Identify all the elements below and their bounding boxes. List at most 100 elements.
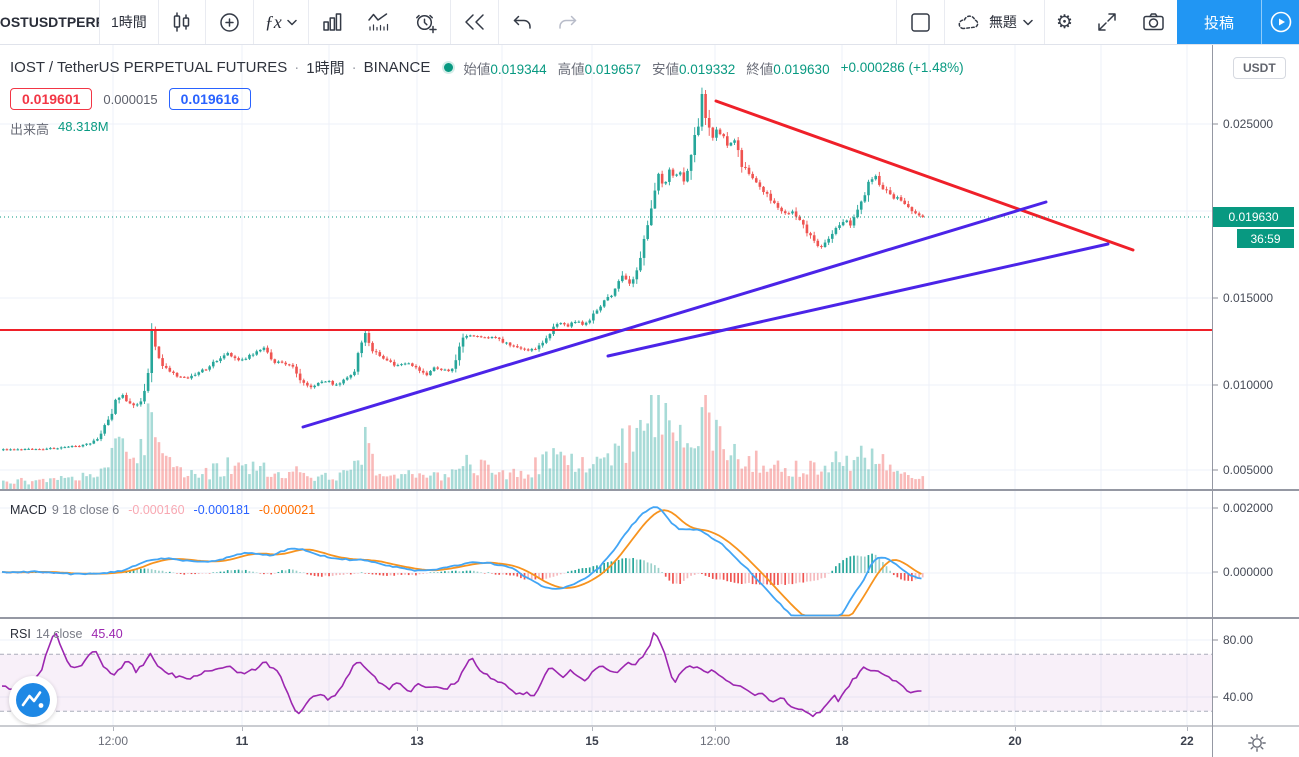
tradingview-logo-icon xyxy=(16,683,50,717)
publish-button[interactable]: 投稿 xyxy=(1176,0,1261,44)
toolbar-right-group: 無題 ⚙︎ 投稿 xyxy=(895,0,1299,44)
macd-signal-value: -0.000021 xyxy=(258,503,316,517)
toolbar-separator xyxy=(307,0,309,44)
ohlc-low-value: 0.019332 xyxy=(678,61,736,77)
redo-button[interactable] xyxy=(545,0,591,44)
bar-countdown-label: 36:59 xyxy=(1237,229,1294,248)
time-tick-label: 12:00 xyxy=(97,734,129,748)
compare-plus-icon xyxy=(220,12,239,32)
time-tick-label: 22 xyxy=(1180,734,1194,748)
ohlc-values: 始値0.019344 高値0.019657 安値0.019332 終値0.019630 xyxy=(463,58,829,78)
ohlc-pair: 終値0.019630 xyxy=(746,58,829,78)
legend-separator: · xyxy=(294,59,300,76)
chart-style-button[interactable] xyxy=(159,0,205,44)
play-circle-icon xyxy=(1270,11,1291,33)
time-tick-mark xyxy=(1015,727,1016,731)
volume-value: 48.318M xyxy=(58,119,109,134)
rsi-params: 14 close xyxy=(35,627,83,641)
rsi-legend: RSI 14 close 45.40 xyxy=(10,627,123,641)
fullscreen-icon xyxy=(1098,13,1116,31)
macd-hist-value: -0.000160 xyxy=(128,503,185,517)
create-alert-button[interactable] xyxy=(402,0,450,44)
layout-name-label: 無題 xyxy=(988,14,1017,30)
rsi-title[interactable]: RSI xyxy=(10,627,31,641)
symbol-title-row[interactable]: IOST / TetherUS PERPETUAL FUTURES · 1時間 … xyxy=(10,57,964,78)
change-value: +0.000286 (+1.48%) xyxy=(840,60,964,75)
ohlc-open-label: 始値 xyxy=(463,61,491,77)
top-toolbar: IOSTUSDTPERP 1時間 ƒx xyxy=(0,0,1299,45)
bar-chart-icon xyxy=(323,13,342,31)
macd-line-value: -0.000181 xyxy=(193,503,250,517)
ohlc-low-label: 安値 xyxy=(651,61,679,77)
ohlc-pair: 始値0.019344 xyxy=(463,58,546,78)
toolbar-left-group: IOSTUSDTPERP 1時間 ƒx xyxy=(0,0,591,44)
toolbar-separator xyxy=(943,0,945,44)
market-status-dot-icon xyxy=(444,63,454,72)
indicator-templates-button[interactable] xyxy=(309,0,355,44)
bar-replay-button[interactable] xyxy=(451,0,498,44)
ohlc-close-label: 終値 xyxy=(746,61,774,77)
price-tick-label: 0.000000 xyxy=(1223,565,1274,579)
time-tick-label: 13 xyxy=(410,734,424,748)
publish-label: 投稿 xyxy=(1203,14,1234,32)
interval-button[interactable]: 1時間 xyxy=(100,0,158,44)
legend-separator: · xyxy=(351,59,357,76)
time-tick-mark xyxy=(113,727,114,731)
chart-settings-button[interactable]: ⚙︎ xyxy=(1045,0,1084,44)
fullscreen-button[interactable] xyxy=(1084,0,1130,44)
currency-unit-button[interactable]: USDT xyxy=(1233,57,1286,79)
price-tick-label: 0.015000 xyxy=(1223,291,1274,305)
line-with-bars-icon xyxy=(368,13,388,31)
symbol-label: IOSTUSDTPERP xyxy=(0,14,99,30)
time-tick-mark xyxy=(1187,727,1188,731)
volume-profile-button[interactable] xyxy=(355,0,402,44)
volume-label: 出来高 xyxy=(10,122,50,137)
time-tick-label: 15 xyxy=(585,734,599,748)
undo-icon xyxy=(513,15,531,29)
layout-button[interactable] xyxy=(897,0,944,44)
main-legend: IOST / TetherUS PERPETUAL FUTURES · 1時間 … xyxy=(10,57,964,138)
ohlc-open-value: 0.019344 xyxy=(490,61,547,77)
undo-button[interactable] xyxy=(499,0,545,44)
ohlc-pair: 高値0.019657 xyxy=(558,58,641,78)
time-tick-label: 18 xyxy=(835,734,849,748)
price-tick-label: 0.005000 xyxy=(1223,463,1274,477)
last-price-label: 0.019630 xyxy=(1213,207,1294,227)
indicators-button[interactable]: ƒx xyxy=(254,0,308,44)
snapshot-button[interactable] xyxy=(1130,0,1177,44)
redo-icon xyxy=(559,15,577,29)
alarm-clock-plus-icon xyxy=(415,14,437,33)
quote-row: 0.019601 0.000015 0.019616 xyxy=(10,88,964,110)
time-tick-mark xyxy=(417,727,418,731)
save-layout-button[interactable]: 無題 xyxy=(945,0,1044,44)
toolbar-separator xyxy=(895,0,897,44)
compare-button[interactable] xyxy=(206,0,253,44)
toolbar-separator xyxy=(497,0,499,44)
toolbar-separator xyxy=(1043,0,1045,44)
sun-gear-icon xyxy=(1248,734,1266,752)
sell-button[interactable]: 0.019601 xyxy=(10,88,93,110)
price-axis[interactable]: 0.025000 0.015000 0.010000 0.005000 0.002000… xyxy=(1213,45,1299,726)
macd-params: 9 18 close 6 xyxy=(51,503,120,517)
spread-value: 0.000015 xyxy=(103,91,158,107)
time-axis[interactable]: 12:00 11 13 15 12:00 18 20 22 xyxy=(0,727,1299,757)
tradingview-logo[interactable] xyxy=(9,676,57,724)
publish-menu-button[interactable] xyxy=(1261,0,1299,44)
legend-interval: 1時間 xyxy=(306,60,345,77)
macd-legend: MACD 9 18 close 6 -0.000160 -0.000181 -0… xyxy=(10,503,315,517)
time-tick-mark xyxy=(242,727,243,731)
axis-settings-button[interactable] xyxy=(1247,733,1267,757)
ohlc-close-value: 0.019630 xyxy=(773,61,830,77)
rsi-value: 45.40 xyxy=(91,627,123,641)
time-tick-label: 20 xyxy=(1008,734,1022,748)
symbol-button[interactable]: IOSTUSDTPERP xyxy=(0,0,99,44)
rewind-icon xyxy=(465,14,484,30)
time-tick-mark xyxy=(842,727,843,731)
toolbar-separator xyxy=(99,0,100,44)
buy-button[interactable]: 0.019616 xyxy=(168,88,252,110)
camera-icon xyxy=(1143,13,1164,31)
macd-title[interactable]: MACD xyxy=(10,503,47,517)
ohlc-high-label: 高値 xyxy=(557,61,585,77)
price-tick-label: 0.010000 xyxy=(1223,378,1274,392)
